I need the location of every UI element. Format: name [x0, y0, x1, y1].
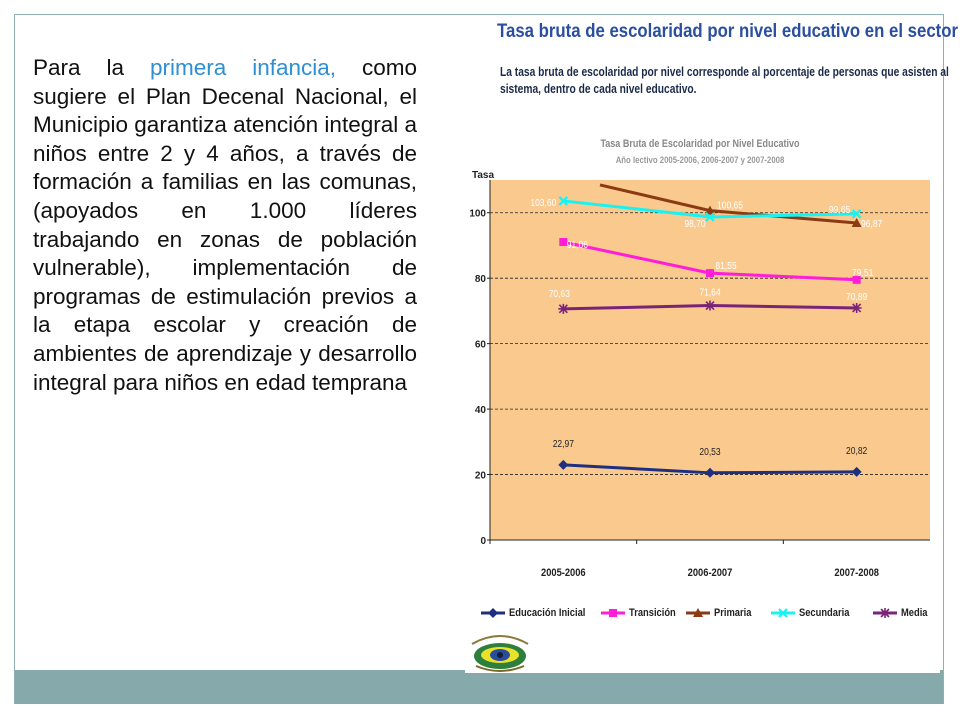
- legend-swatch-educacion-inicial: [481, 608, 505, 618]
- panel-subtitle-line-1: La tasa bruta de escolaridad por nivel c…: [500, 65, 949, 79]
- data-label-media: 71,64: [699, 287, 720, 298]
- legend-swatch-transicion: [601, 609, 625, 617]
- legend-item-primaria: Primaria: [685, 603, 758, 623]
- panel-title: Tasa bruta de escolaridad por nivel educ…: [497, 20, 959, 42]
- data-point-transicion: [559, 237, 568, 246]
- data-point-educacion-inicial: [705, 467, 715, 478]
- data-point-media: [851, 302, 862, 313]
- legend-item-educacion-inicial: Educación Inicial: [480, 603, 599, 623]
- plot-area: [490, 180, 930, 540]
- series-educacion-inicial: 22,97 20,53 20,82: [553, 438, 867, 478]
- data-label-secundaria: 99,65: [829, 204, 850, 215]
- data-point-secundaria: [558, 196, 569, 206]
- panel-subtitle: La tasa bruta de escolaridad por nivel c…: [500, 64, 949, 98]
- data-point-educacion-inicial: [851, 466, 862, 477]
- legend-marker-secundaria: [778, 608, 788, 618]
- chart-legend: Educación Inicial Transición Primaria Secun…: [480, 603, 930, 623]
- chart-subtitle: Año lectivo 2005-2006, 2006-2007 y 2007-…: [616, 154, 785, 165]
- x-tick-label: 2005-2006: [541, 567, 586, 579]
- y-tick-label: 100: [469, 209, 486, 220]
- data-point-educacion-inicial: [558, 459, 569, 470]
- legend-label-secundaria: Secundaria: [799, 607, 850, 619]
- data-label-primaria: 96,87: [861, 218, 882, 229]
- data-point-transicion: [706, 269, 714, 278]
- data-label-educacion-inicial: 20,53: [699, 446, 720, 457]
- y-tick-label: 80: [475, 274, 487, 285]
- legend-item-transicion: Transición: [600, 603, 684, 623]
- y-tick-label: 0: [480, 536, 486, 547]
- slide-body-text: Para la primera infancia, como sugiere e…: [33, 54, 417, 397]
- series-media: 70,63 71,64 70,89: [549, 287, 867, 314]
- legend-item-secundaria: Secundaria: [770, 603, 858, 623]
- y-axis-label: Tasa: [472, 170, 494, 181]
- data-label-educacion-inicial: 22,97: [553, 438, 574, 449]
- data-label-secundaria: 98,70: [684, 218, 705, 229]
- data-point-media: [558, 303, 569, 314]
- series-primaria: 100,65 96,87: [599, 183, 882, 229]
- legend-label-media: Media: [901, 607, 928, 619]
- data-label-transicion: 79,51: [852, 267, 873, 278]
- data-point-primaria: [705, 205, 715, 215]
- bottom-band: [15, 670, 943, 704]
- data-label-media: 70,89: [846, 291, 867, 302]
- legend-swatch-primaria: [686, 608, 710, 617]
- data-label-transicion: 81,55: [715, 260, 736, 271]
- text-highlight: primera infancia,: [149, 55, 337, 80]
- data-point-transicion: [852, 275, 861, 284]
- data-point-secundaria: [705, 212, 715, 222]
- x-tick-label: 2007-2008: [834, 567, 879, 579]
- legend-swatch-media: [873, 608, 897, 618]
- data-label-primaria: 100,65: [717, 200, 743, 211]
- legend-label-transicion: Transición: [629, 607, 676, 619]
- data-point-media: [705, 300, 715, 311]
- panel-subtitle-line-2: sistema, dentro de cada nivel educativo.: [500, 82, 697, 96]
- line-chart: Tasa Bruta de Escolaridad por Nivel Educ…: [469, 138, 930, 579]
- data-point-primaria: [851, 217, 862, 227]
- data-label-educacion-inicial: 20,82: [846, 445, 867, 456]
- legend-marker-media: [880, 608, 890, 618]
- data-label-media: 70,63: [549, 288, 570, 299]
- legend-marker-educacion-inicial: [488, 608, 498, 618]
- series-secundaria: 103,60 98,70 99,65: [530, 196, 862, 229]
- y-tick-label: 40: [475, 405, 487, 416]
- y-tick-label: 20: [475, 471, 487, 482]
- legend-marker-primaria: [693, 608, 703, 617]
- data-point-secundaria: [851, 209, 862, 219]
- legend-item-media: Media: [872, 603, 932, 623]
- legend-label-educacion-inicial: Educación Inicial: [509, 607, 586, 619]
- legend-swatch-secundaria: [771, 608, 795, 618]
- legend-marker-transicion: [609, 609, 617, 617]
- chart-title: Tasa Bruta de Escolaridad por Nivel Educ…: [600, 138, 799, 150]
- data-label-transicion: 91,06: [567, 239, 588, 250]
- series-transicion: 91,06 81,55 79,51: [559, 237, 873, 284]
- institution-logo: [471, 635, 529, 672]
- data-label-secundaria: 103,60: [530, 197, 556, 208]
- legend-label-primaria: Primaria: [714, 607, 752, 619]
- text-part-before: Para la: [33, 55, 150, 80]
- y-tick-label: 60: [475, 340, 487, 351]
- x-tick-label: 2006-2007: [688, 567, 733, 579]
- text-part-after: como sugiere el Plan Decenal Nacional, e…: [33, 55, 417, 395]
